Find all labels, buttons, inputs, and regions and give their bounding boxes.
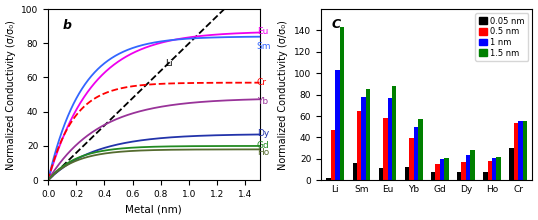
- Bar: [462, 162, 466, 180]
- Bar: [379, 168, 383, 180]
- Bar: [335, 70, 340, 180]
- Text: Yb: Yb: [257, 97, 268, 106]
- Bar: [470, 150, 475, 180]
- Bar: [331, 130, 335, 180]
- Bar: [444, 158, 449, 180]
- Text: b: b: [63, 19, 72, 32]
- Bar: [497, 157, 501, 180]
- Text: Dy: Dy: [257, 129, 269, 138]
- Y-axis label: Normalized Conductivity (σ/σ₀): Normalized Conductivity (σ/σ₀): [5, 20, 16, 170]
- Bar: [418, 119, 422, 180]
- Bar: [431, 172, 435, 180]
- Bar: [466, 154, 470, 180]
- Bar: [392, 86, 397, 180]
- Text: Cr: Cr: [257, 78, 267, 87]
- Bar: [357, 111, 362, 180]
- Bar: [492, 158, 497, 180]
- Bar: [409, 138, 414, 180]
- Text: Eu: Eu: [257, 27, 268, 36]
- Bar: [522, 121, 527, 180]
- Text: Gd: Gd: [257, 141, 270, 150]
- Bar: [457, 172, 462, 180]
- Bar: [414, 127, 418, 180]
- Bar: [483, 172, 487, 180]
- Bar: [340, 27, 344, 180]
- Bar: [387, 98, 392, 180]
- Bar: [366, 89, 370, 180]
- Y-axis label: Normalized Conductivity (σ/σ₀): Normalized Conductivity (σ/σ₀): [279, 20, 288, 170]
- Text: Ho: Ho: [257, 148, 269, 157]
- Bar: [362, 97, 366, 180]
- Bar: [435, 164, 440, 180]
- Bar: [518, 121, 522, 180]
- Text: Li: Li: [165, 59, 173, 68]
- Bar: [440, 159, 444, 180]
- Bar: [487, 161, 492, 180]
- Legend: 0.05 nm, 0.5 nm, 1 nm, 1.5 nm: 0.05 nm, 0.5 nm, 1 nm, 1.5 nm: [476, 13, 528, 61]
- Bar: [514, 123, 518, 180]
- Text: C: C: [331, 18, 341, 31]
- Bar: [327, 178, 331, 180]
- Bar: [509, 148, 514, 180]
- Text: Sm: Sm: [257, 42, 271, 51]
- Bar: [405, 167, 409, 180]
- Bar: [383, 118, 387, 180]
- Bar: [352, 163, 357, 180]
- X-axis label: Metal (nm): Metal (nm): [125, 204, 182, 214]
